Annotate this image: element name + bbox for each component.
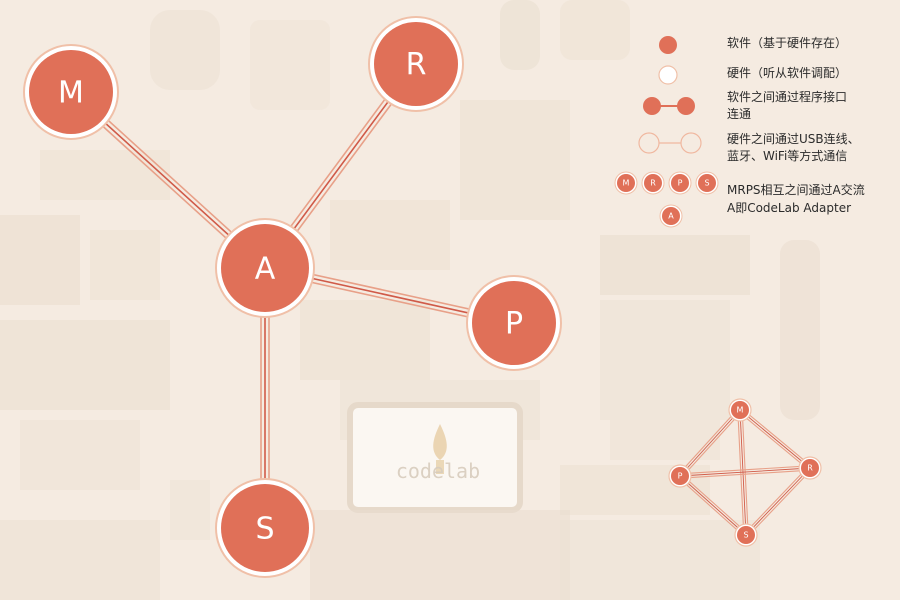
legend-software-link-text-2: 连通 (727, 107, 752, 121)
mini-node-s-label: S (743, 531, 748, 540)
mini-edge-p-r (679, 465, 811, 479)
legend-software-link-text-1: 软件之间通过程序接口 (727, 90, 848, 104)
candle-flame-icon (433, 424, 447, 460)
legend-hardware-link-icon (638, 132, 702, 154)
legend-badge-r: R (641, 171, 665, 195)
legend-mrps-text-2: A即CodeLab Adapter (727, 201, 852, 215)
svg-text:M: M (623, 179, 630, 188)
legend-hardware-text: 硬件（听从软件调配） (727, 66, 848, 80)
mini-edge-r-s (743, 465, 813, 538)
node-a: A (215, 218, 315, 318)
legend-software-swatch (659, 36, 677, 54)
mini-edge-m-r (738, 407, 812, 471)
node-m-label: M (58, 76, 84, 111)
mini-edges (677, 407, 813, 538)
legend-mrps-text-1: MRPS相互之间通过A交流 (727, 183, 865, 197)
legend-hardware-link-text-2: 蓝牙、WiFi等方式通信 (727, 149, 848, 163)
legend-badge-s: S (695, 171, 719, 195)
node-s: S (215, 478, 315, 578)
device-logo-text: codelab (396, 459, 480, 483)
node-r: R (368, 16, 464, 112)
mini-node-m-label: M (737, 406, 744, 415)
legend-hardware-link-text-1: 硬件之间通过USB连线、 (727, 132, 860, 146)
mini-node-p: P (668, 464, 692, 488)
legend-software-link-icon (643, 97, 695, 115)
svg-text:R: R (650, 179, 656, 188)
node-p-label: P (505, 307, 523, 342)
legend-software-text: 软件（基于硬件存在） (727, 36, 848, 50)
mini-node-s: S (734, 523, 758, 547)
mini-edge-s-p (677, 473, 749, 538)
mini-node-r: R (798, 456, 822, 480)
mini-edge-p-m (677, 407, 743, 479)
legend-badge-p: P (668, 171, 692, 195)
mini-node-m: M (728, 398, 752, 422)
node-s-label: S (255, 512, 274, 547)
node-p: P (466, 275, 562, 371)
legend-hardware-swatch (658, 65, 678, 85)
node-m: M (23, 44, 119, 140)
node-a-label: A (255, 252, 276, 287)
mini-nodes: M R P S (668, 398, 822, 547)
legend-badge-a: A (659, 204, 683, 228)
svg-text:S: S (704, 179, 709, 188)
main-nodes: M R A P S (23, 16, 562, 578)
mini-node-p-label: P (678, 472, 683, 481)
node-r-label: R (406, 48, 427, 83)
legend-badge-m: M (614, 171, 638, 195)
svg-text:A: A (668, 212, 674, 221)
svg-text:P: P (678, 179, 683, 188)
legend-mrps-badges: M R P S A (614, 171, 719, 228)
mini-node-r-label: R (807, 464, 813, 473)
legend-graphics: M R P S A (614, 36, 719, 228)
